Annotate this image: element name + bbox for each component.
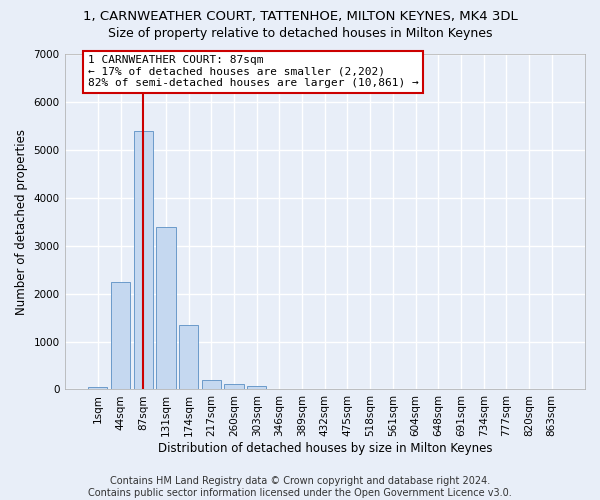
- Text: 1 CARNWEATHER COURT: 87sqm
← 17% of detached houses are smaller (2,202)
82% of s: 1 CARNWEATHER COURT: 87sqm ← 17% of deta…: [88, 55, 418, 88]
- Bar: [224, 384, 244, 390]
- Text: Contains HM Land Registry data © Crown copyright and database right 2024.
Contai: Contains HM Land Registry data © Crown c…: [88, 476, 512, 498]
- Bar: [156, 226, 176, 390]
- Y-axis label: Number of detached properties: Number of detached properties: [15, 128, 28, 314]
- Text: Size of property relative to detached houses in Milton Keynes: Size of property relative to detached ho…: [108, 28, 492, 40]
- Bar: [88, 386, 107, 390]
- Bar: [179, 325, 198, 390]
- Bar: [202, 380, 221, 390]
- Text: 1, CARNWEATHER COURT, TATTENHOE, MILTON KEYNES, MK4 3DL: 1, CARNWEATHER COURT, TATTENHOE, MILTON …: [83, 10, 517, 23]
- Bar: [247, 386, 266, 390]
- Bar: [134, 130, 153, 390]
- X-axis label: Distribution of detached houses by size in Milton Keynes: Distribution of detached houses by size …: [158, 442, 492, 455]
- Bar: [111, 282, 130, 390]
